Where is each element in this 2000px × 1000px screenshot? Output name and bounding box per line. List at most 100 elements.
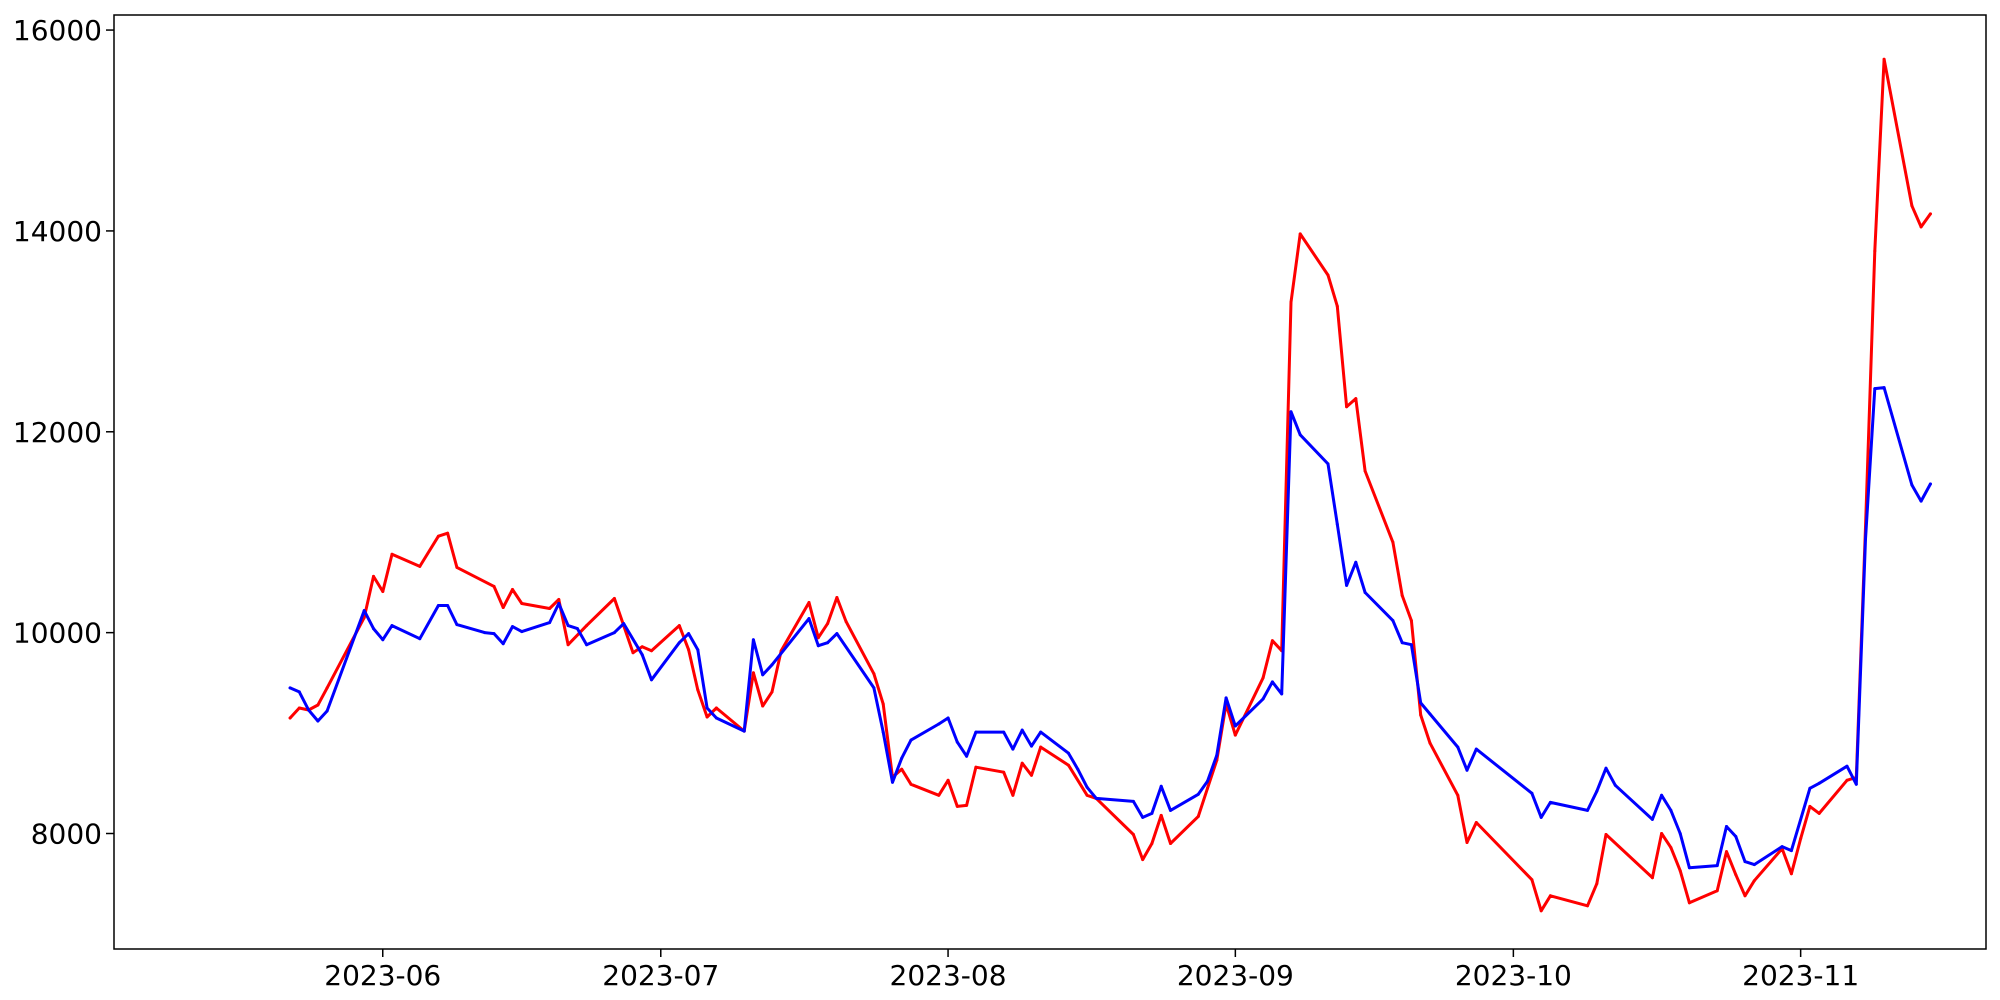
series-2-point [1725,825,1728,828]
series-1-point [1873,249,1877,253]
y-tick-label: 12000 [13,416,102,449]
series-1-point [1845,778,1849,782]
series-2-point [872,686,876,690]
series-1-point [1734,873,1738,877]
series-2-point [1131,799,1135,803]
y-tick-label: 16000 [13,14,102,47]
series-2-point [1289,410,1293,414]
series-1-point [965,803,969,807]
series-1-point [751,671,755,675]
series-2-point [1076,767,1080,771]
series-2-point [1586,808,1589,812]
series-2-point [307,708,311,712]
series-2-point [297,690,301,694]
y-tick-label: 8000 [31,818,102,851]
series-2-point [900,756,904,760]
series-2-point [362,609,366,613]
series-2-point [1335,522,1339,526]
series-2-point [1391,619,1395,623]
series-1-point [937,793,941,797]
series-2-point [1159,784,1163,788]
series-2-point [1845,764,1849,768]
series-1-point [1030,773,1033,777]
series-1-point [1669,846,1673,850]
series-2-point [1169,808,1172,812]
series-2-point [1030,744,1033,748]
series-2-point [316,719,320,723]
series-1-point [881,702,885,706]
series-2-point [705,706,709,710]
series-2-point [955,740,959,744]
series-2-point [1141,815,1145,819]
series-2-point [937,722,941,726]
series-2-point [909,738,913,742]
series-2-point [881,730,885,734]
series-2-point [511,625,514,629]
series-2-point [1020,728,1024,732]
series-1-point [1715,889,1719,893]
series-2-point [826,641,830,645]
series-2-point [640,653,644,657]
series-2-point [1196,792,1200,796]
series-1-point [1743,894,1747,898]
series-2-point [1345,583,1349,587]
series-1-point [612,597,616,600]
series-2-point [1734,835,1738,838]
series-2-point [1298,433,1302,437]
series-2-point [816,644,820,648]
series-1-point [1169,842,1172,845]
series-2-point [1354,560,1358,564]
x-tick-label: 2023-10 [1455,959,1572,992]
series-1-point [826,622,830,626]
series-2-point [1206,779,1209,783]
series-2-point [1595,789,1599,793]
series-1-point [436,534,440,538]
series-1-point [1882,57,1886,61]
series-1-point [1289,300,1293,304]
plot-frame [113,14,1987,950]
series-1-point [585,624,589,628]
series-2-point [1660,793,1664,797]
series-2-point [1539,815,1543,819]
series-1-point [1456,793,1460,797]
series-1-point [390,552,394,556]
series-1-point [288,716,292,720]
series-2-point [1224,696,1228,700]
x-tick-label: 2023-07 [602,959,719,992]
series-1-point [974,765,978,769]
series-1-point [1206,786,1209,790]
series-2-point [381,638,385,642]
series-2-point [1326,462,1330,466]
series-2-point [946,716,950,720]
series-2-point [1650,817,1654,821]
series-2-point [1910,483,1914,487]
series-1-point [1725,850,1728,854]
series-1-point [1799,837,1803,840]
series-1-point [761,704,765,708]
series-1-point [696,688,700,692]
series-1-point [455,565,459,569]
series-1-point [1067,763,1070,767]
series-1-point [1808,804,1812,808]
series-1-point [650,649,653,653]
series-2-point [520,630,524,634]
series-1-point [1586,904,1589,908]
series-1-point [1196,814,1200,818]
y-tick-label: 14000 [13,215,102,248]
series-1-point [844,620,848,624]
series-1-point [909,782,913,786]
series-2-point [557,602,561,605]
y-tick-label: 10000 [13,617,102,650]
series-2-point [1864,537,1867,541]
series-2-point [1613,783,1617,787]
series-2-point [1548,800,1552,804]
series-1-point [835,596,839,599]
series-1-point [1159,813,1163,817]
series-2-point [1400,641,1404,645]
series-2-point [1743,860,1747,864]
series-1-point [1363,469,1367,473]
series-2-point [1039,730,1043,734]
series-2-point [687,632,691,636]
series-2-point [1780,845,1784,849]
series-2-point [1882,386,1886,390]
